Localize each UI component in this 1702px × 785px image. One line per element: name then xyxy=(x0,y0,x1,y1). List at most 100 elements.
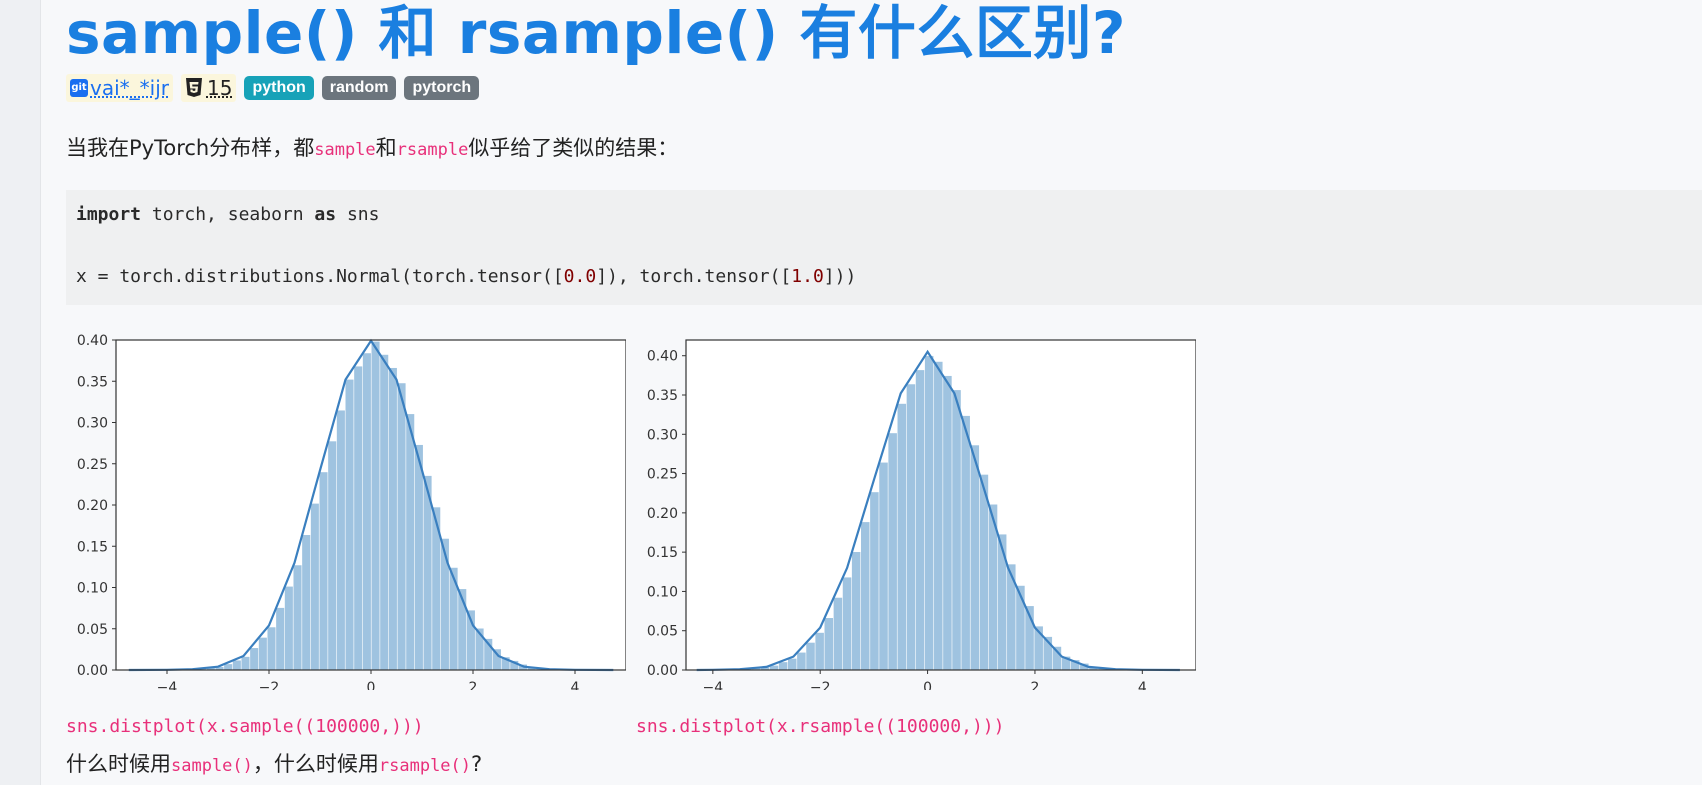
histogram-bar xyxy=(833,597,843,670)
question-text: 当我在PyTorch分布样，都sample和rsample似乎给了类似的结果： xyxy=(66,132,678,162)
score-badge[interactable]: 15 xyxy=(180,74,237,102)
histogram-bar xyxy=(501,657,510,670)
y-tick-label: 0.25 xyxy=(647,467,678,483)
x-tick-label: 4 xyxy=(571,680,580,690)
histogram-bar xyxy=(336,410,345,670)
keyword-as: as xyxy=(314,204,337,225)
histogram-bar xyxy=(414,444,423,670)
final-mid: ，什么时候用 xyxy=(252,752,379,776)
histogram-bar xyxy=(319,472,328,670)
inline-code-sample-call: sample() xyxy=(171,756,253,776)
y-tick-label: 0.15 xyxy=(77,539,108,555)
kde-curve xyxy=(696,349,1180,672)
histogram-bar xyxy=(510,660,519,670)
histogram-bar xyxy=(293,565,302,670)
histogram-bar xyxy=(760,667,770,670)
histogram-bar xyxy=(1043,636,1053,670)
histogram-bar xyxy=(769,665,779,670)
histogram-bar xyxy=(302,535,311,670)
tag-pytorch[interactable]: pytorch xyxy=(404,76,480,100)
histogram-bar xyxy=(815,632,824,670)
histogram-bar xyxy=(475,628,484,670)
inline-code-rsample: rsample xyxy=(396,140,469,160)
histogram-bar xyxy=(397,383,406,670)
y-tick-label: 0.20 xyxy=(77,498,108,514)
histogram-bar xyxy=(915,370,925,670)
left-gutter xyxy=(0,0,41,785)
histogram-bar xyxy=(897,403,907,670)
histogram-bar xyxy=(1034,626,1043,670)
histogram-bar xyxy=(328,441,337,670)
histogram-bar xyxy=(851,552,861,670)
y-tick-label: 0.40 xyxy=(647,349,678,365)
histogram-bar xyxy=(888,433,897,670)
histogram-bar xyxy=(788,658,797,670)
code-line-1: import torch, seaborn as sns xyxy=(76,204,379,225)
number-literal: 1.0 xyxy=(791,266,824,287)
histogram-bar xyxy=(362,353,371,670)
inline-code-rsample-call: rsample() xyxy=(378,756,472,776)
code-block: import torch, seaborn as sns x = torch.d… xyxy=(66,190,1702,305)
y-tick-label: 0.35 xyxy=(647,388,678,404)
histogram-bar xyxy=(1061,656,1071,670)
histogram-bar xyxy=(241,656,250,670)
final-question: 什么时候用sample()，什么时候用rsample()? xyxy=(66,748,482,778)
histogram-bar xyxy=(449,567,458,670)
histogram-bar xyxy=(1080,663,1089,670)
chart-sample: 0.00 0.05 0.10 0.15 0.20 0.25 0.30 0.35 0.40 −4 −2… xyxy=(77,333,626,690)
plot-frame xyxy=(685,339,1196,671)
histogram-bar xyxy=(258,637,267,670)
kde-curve xyxy=(128,338,614,672)
histogram-bar xyxy=(1052,646,1062,670)
author-badge[interactable]: git vai*_*ijr xyxy=(66,74,173,102)
histogram-bar xyxy=(345,379,354,670)
code-line-2: x = torch.distributions.Normal(torch.ten… xyxy=(76,266,856,287)
y-tick-label: 0.10 xyxy=(77,581,108,597)
code-text: x = torch.distributions.Normal(torch.ten… xyxy=(76,266,564,287)
x-tick-label: 2 xyxy=(1030,680,1039,690)
question-mid: 和 xyxy=(375,136,397,160)
histogram-bar xyxy=(924,355,934,670)
y-tick-label: 0.20 xyxy=(647,506,678,522)
author-link[interactable]: vai*_*ijr xyxy=(90,76,169,100)
x-tick-label: −4 xyxy=(703,680,724,690)
plot-area xyxy=(116,340,626,670)
tag-random[interactable]: random xyxy=(321,76,397,100)
histogram-bar xyxy=(997,534,1007,670)
histogram-bar xyxy=(440,538,449,670)
keyword-import: import xyxy=(76,204,142,225)
histogram-bar xyxy=(250,648,259,670)
histogram-bar xyxy=(284,586,293,670)
caption-rsample: sns.distplot(x.rsample((100000,))) xyxy=(636,716,1005,737)
histogram-bar xyxy=(961,415,970,670)
histogram-bar xyxy=(870,492,879,670)
post-meta: git vai*_*ijr 15 python random pytorch xyxy=(66,74,480,102)
x-tick-label: −2 xyxy=(259,680,280,690)
final-suffix: ? xyxy=(471,752,483,776)
y-tick-label: 0.00 xyxy=(77,663,108,679)
x-tick-label: 2 xyxy=(469,680,478,690)
caption-sample: sns.distplot(x.sample((100000,))) xyxy=(66,716,424,737)
y-tick-label: 0.05 xyxy=(77,622,108,638)
histogram-bar xyxy=(224,664,233,670)
histogram-bar xyxy=(310,503,319,670)
histogram-bar xyxy=(906,384,916,670)
y-tick-label: 0.15 xyxy=(647,545,678,561)
histogram-bar xyxy=(267,627,276,670)
code-text: sns xyxy=(336,204,380,225)
histogram-bar xyxy=(354,366,363,670)
plot-rsample: 0.00 0.05 0.10 0.15 0.20 0.25 0.30 0.35 0.40 −4 −2… xyxy=(636,330,1196,690)
tag-python[interactable]: python xyxy=(244,76,314,100)
histogram-bar xyxy=(1007,564,1016,670)
chart-rsample: 0.00 0.05 0.10 0.15 0.20 0.25 0.30 0.35 0.40 −4 −2… xyxy=(647,339,1196,690)
histogram-bar xyxy=(943,375,952,670)
histogram-bar xyxy=(952,390,961,670)
histogram-bar xyxy=(432,507,441,670)
plot-sample: 0.00 0.05 0.10 0.15 0.20 0.25 0.30 0.35 0.40 −4 −2… xyxy=(66,330,626,690)
git-icon: git xyxy=(70,79,88,97)
histogram-bar xyxy=(492,649,501,670)
histogram-bar xyxy=(1025,606,1034,670)
html5-icon xyxy=(185,78,202,97)
number-literal: 0.0 xyxy=(563,266,597,287)
code-text: torch, seaborn xyxy=(141,204,315,225)
